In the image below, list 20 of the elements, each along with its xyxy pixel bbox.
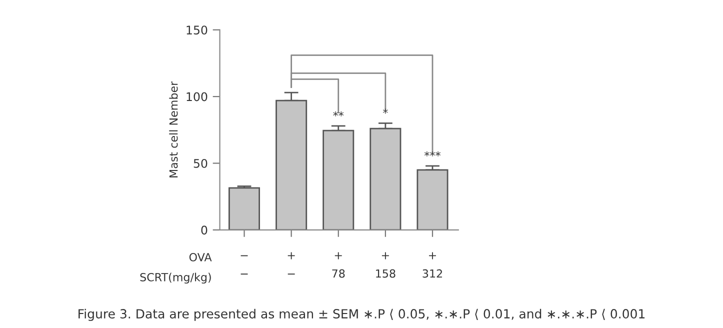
bar	[228, 187, 260, 230]
annotation: **	[333, 111, 344, 116]
x-tick-label: + 158	[376, 252, 396, 278]
category-label: − −	[240, 255, 248, 275]
text: SCRT(mg/kg)	[140, 272, 211, 284]
y-tick-label: 50	[194, 158, 208, 168]
caption: Figure 3. Data are presented as mean ± SEM ∗.P ⟨ 0.05, ∗.∗.P ⟨ 0.01, and ∗.∗.∗.P ⟨ 0.001	[78, 308, 645, 321]
y-axis-title: Mast cell Nember	[169, 81, 178, 178]
y-tick-label: 100	[186, 92, 208, 102]
x-tick-label: + 312	[422, 252, 442, 278]
annotation: *	[382, 108, 388, 114]
bar	[370, 128, 402, 230]
annotation: ***	[424, 151, 440, 156]
x-tick-label: + 78	[332, 252, 345, 278]
y-tick-label: 150	[186, 26, 208, 34]
bar	[416, 169, 448, 230]
category-label: + −	[288, 252, 295, 275]
text: OVA	[189, 252, 212, 262]
bar	[322, 130, 354, 230]
y-tick-label: 0	[201, 226, 208, 235]
